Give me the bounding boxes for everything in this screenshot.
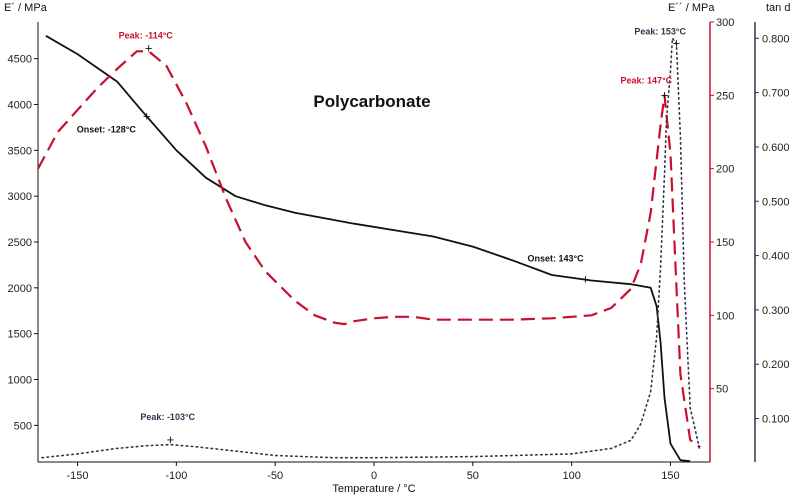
annotation-label: Peak: -114°C — [119, 31, 174, 41]
tand-tick-label: 0.700 — [762, 88, 790, 100]
left-tick-label: 4000 — [8, 100, 32, 112]
tand-axis-label: tan d — [766, 2, 790, 14]
tand-tick-label: 0.500 — [762, 196, 790, 208]
x-tick-label: -50 — [267, 470, 283, 482]
x-tick-label: 50 — [467, 470, 479, 482]
tand-tick-label: 0.200 — [762, 359, 790, 371]
loss-tick-label: 100 — [716, 310, 734, 322]
x-tick-label: 0 — [371, 470, 377, 482]
x-tick-label: -100 — [165, 470, 187, 482]
loss-tick-label: 300 — [716, 17, 734, 29]
annotation-label: Peak: 153°C — [634, 27, 686, 37]
x-tick-label: -150 — [67, 470, 89, 482]
loss-tick-label: 250 — [716, 90, 734, 102]
tick-group: -150 -100 -50 0 50 100 150 500 1000 1500 2000 2500 3… — [8, 17, 790, 482]
series-line-e-storage — [45, 35, 691, 462]
series-line-e-loss — [37, 50, 701, 449]
annotation-marker: + — [167, 432, 175, 447]
loss-axis-label: E´´ / MPa — [668, 2, 715, 14]
annotation-group: +Peak: -114°C+Onset: -128°C+Peak: -103°C… — [77, 27, 687, 447]
tand-tick-label: 0.100 — [762, 414, 790, 426]
annotation-label: Peak: 147°C — [621, 75, 673, 85]
tand-tick-label: 0.600 — [762, 142, 790, 154]
loss-tick-label: 150 — [716, 237, 734, 249]
left-tick-label: 500 — [14, 420, 32, 432]
left-tick-label: 1000 — [8, 375, 32, 387]
loss-tick-label: 50 — [716, 384, 728, 396]
annotation-marker: + — [673, 36, 681, 51]
left-tick-label: 3000 — [8, 191, 32, 203]
left-tick-label: 4500 — [8, 54, 32, 66]
chart-title: Polycarbonate — [313, 92, 430, 111]
annotation-label: Onset: 143°C — [527, 254, 584, 264]
plot-area — [37, 35, 701, 462]
tand-tick-label: 0.300 — [762, 305, 790, 317]
left-axis-label: E´ / MPa — [4, 2, 48, 14]
annotation-label: Peak: -103°C — [140, 412, 195, 422]
x-axis-label: Temperature / °C — [332, 483, 415, 495]
left-tick-label: 2500 — [8, 237, 32, 249]
annotation-marker: + — [143, 108, 151, 123]
series-line-tan-d — [41, 37, 701, 459]
tand-tick-label: 0.800 — [762, 33, 790, 45]
x-tick-label: 100 — [562, 470, 580, 482]
loss-tick-label: 200 — [716, 164, 734, 176]
annotation-label: Onset: -128°C — [77, 124, 137, 134]
annotation-marker: + — [145, 41, 153, 56]
left-tick-label: 2000 — [8, 283, 32, 295]
annotation-marker: + — [661, 87, 669, 102]
left-tick-label: 3500 — [8, 145, 32, 157]
annotation-marker: + — [582, 272, 590, 287]
left-tick-label: 1500 — [8, 329, 32, 341]
x-tick-label: 150 — [661, 470, 679, 482]
tand-tick-label: 0.400 — [762, 251, 790, 263]
